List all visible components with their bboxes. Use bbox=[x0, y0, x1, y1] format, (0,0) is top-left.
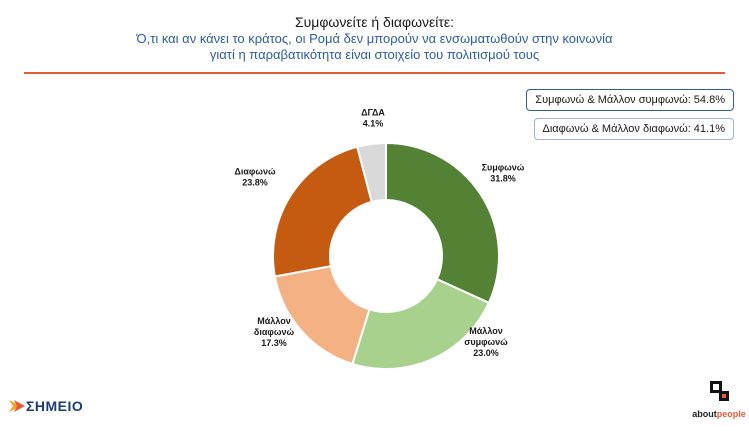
slice-category-label: συμφωνώ bbox=[464, 337, 508, 347]
slice-category-label: ΔΓΔΑ bbox=[361, 108, 385, 118]
title-divider bbox=[24, 72, 725, 74]
slice-category-label: Μάλλον bbox=[469, 326, 502, 336]
slice-category-label: διαφωνώ bbox=[254, 327, 295, 337]
slice-value-label: 31.8% bbox=[490, 174, 516, 184]
simeio-logo: ΣΗΜΕΙΟ bbox=[8, 397, 83, 415]
donut-slice bbox=[385, 141, 500, 305]
slice-label: ΔΓΔΑ 4.1% bbox=[361, 108, 385, 129]
chart-subtitle-line-2: γιατί η παραβατικότητα είναι στοιχείο το… bbox=[209, 47, 540, 62]
donut-slice bbox=[355, 141, 387, 204]
slice-category-label: Συμφωνώ bbox=[482, 163, 525, 173]
slice-value-label: 23.0% bbox=[473, 348, 499, 358]
aboutpeople-logo: aboutpeople bbox=[690, 380, 748, 419]
chart-header: Συμφωνείτε ή διαφωνείτε: Ό,τι και αν κάν… bbox=[0, 14, 749, 63]
chart-title: Συμφωνείτε ή διαφωνείτε: bbox=[294, 14, 455, 30]
slice-value-label: 23.8% bbox=[242, 178, 268, 188]
slice-category-label: Διαφωνώ bbox=[234, 167, 276, 177]
summary-agree-box: Συμφωνώ & Μάλλον συμφωνώ: 54.8% bbox=[526, 89, 734, 111]
chart-subtitle-line-1: Ό,τι και αν κάνει το κράτος, οι Ρομά δεν… bbox=[136, 31, 613, 46]
slice-category-label: Μάλλον bbox=[257, 316, 290, 326]
slice-label: Μάλλον συμφωνώ 23.0% bbox=[464, 326, 508, 358]
aboutpeople-logo-icon bbox=[710, 381, 729, 401]
donut-slice bbox=[272, 145, 373, 278]
simeio-logo-text: ΣΗΜΕΙΟ bbox=[26, 398, 84, 414]
aboutpeople-logo-text: aboutpeople bbox=[692, 409, 746, 419]
slice-value-label: 4.1% bbox=[363, 119, 384, 129]
slice-value-label: 17.3% bbox=[261, 338, 287, 348]
slice-label: Μάλλον διαφωνώ 17.3% bbox=[254, 316, 295, 348]
slice-label: Συμφωνώ 31.8% bbox=[482, 163, 525, 184]
simeio-logo-icon bbox=[9, 400, 25, 412]
summary-disagree-box: Διαφωνώ & Μάλλον διαφωνώ: 41.1% bbox=[533, 118, 734, 140]
slice-label: Διαφωνώ 23.8% bbox=[234, 167, 276, 188]
donut-slice bbox=[351, 277, 491, 370]
